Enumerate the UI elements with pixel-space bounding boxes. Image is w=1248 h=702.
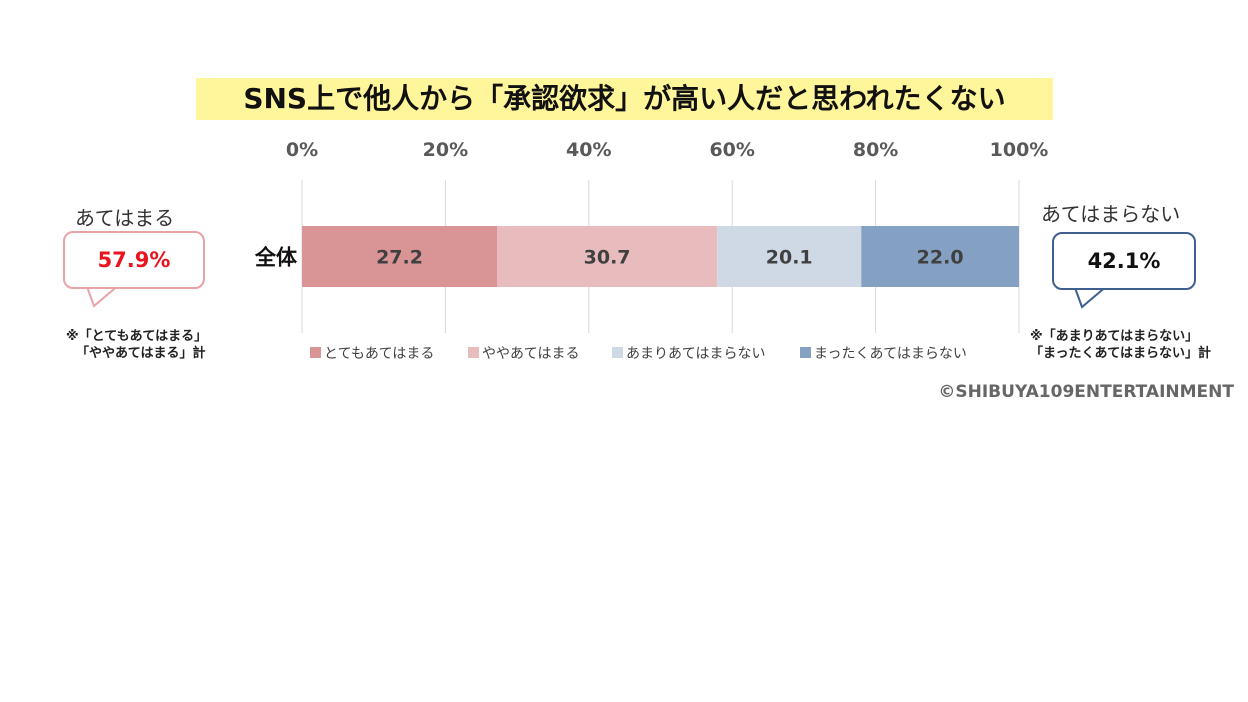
legend-label: まったくあてはまらない	[814, 346, 967, 362]
bar-segment	[717, 226, 862, 287]
left-note: ※「とてもあてはまる」 「ややあてはまる」計	[66, 328, 207, 362]
left-tail-mask	[88, 281, 118, 287]
x-tick-label: 60%	[709, 139, 754, 161]
legend-label: あまりあてはまらない	[626, 346, 765, 362]
bar-segment	[861, 226, 1019, 287]
x-tick-label: 40%	[566, 139, 611, 161]
left-total-value: 57.9%	[97, 248, 171, 272]
data-label: 22.0	[917, 247, 964, 269]
x-tick-label: 80%	[853, 139, 898, 161]
left-annotation-label: あてはまる	[75, 206, 175, 230]
right-note: ※「あまりあてはまらない」 「まったくあてはまらない」計	[1030, 328, 1211, 362]
legend-label: ややあてはまる	[482, 346, 579, 362]
legend-swatch	[800, 347, 811, 358]
title-background: SNS上で他人から「承認欲求」が高い人だと思われたくない	[196, 78, 1053, 120]
legend-swatch	[310, 347, 321, 358]
category-label: 全体	[254, 246, 298, 270]
x-tick-label: 20%	[423, 139, 468, 161]
legend-swatch	[468, 347, 479, 358]
left-note-line2: 「ややあてはまる」計	[76, 346, 206, 361]
right-total-value: 42.1%	[1087, 249, 1161, 273]
chart-title: SNS上で他人から「承認欲求」が高い人だと思われたくない	[243, 82, 1006, 115]
data-label: 20.1	[766, 247, 813, 269]
legend-swatch	[612, 347, 623, 358]
x-tick-label: 0%	[286, 139, 318, 161]
left-total-bubble: 57.9%	[63, 231, 205, 289]
left-bubble-tail	[85, 283, 121, 308]
left-note-line1: ※「とてもあてはまる」	[66, 329, 208, 344]
bar-segment	[497, 226, 718, 287]
right-bubble-tail	[1073, 284, 1109, 309]
right-note-line1: ※「あまりあてはまらない」	[1030, 329, 1199, 344]
data-label: 30.7	[584, 247, 631, 269]
data-label: 27.2	[376, 247, 423, 269]
copyright-credit: ©SHIBUYA109ENTERTAINMENT	[938, 382, 1234, 402]
right-total-bubble: 42.1%	[1052, 232, 1196, 290]
legend-label: とてもあてはまる	[324, 346, 434, 362]
bar-segment	[302, 226, 498, 287]
x-tick-label: 100%	[990, 139, 1049, 161]
right-note-line2: 「まったくあてはまらない」計	[1030, 346, 1211, 361]
right-annotation-label: あてはまらない	[1041, 202, 1181, 226]
right-tail-mask	[1076, 282, 1106, 288]
